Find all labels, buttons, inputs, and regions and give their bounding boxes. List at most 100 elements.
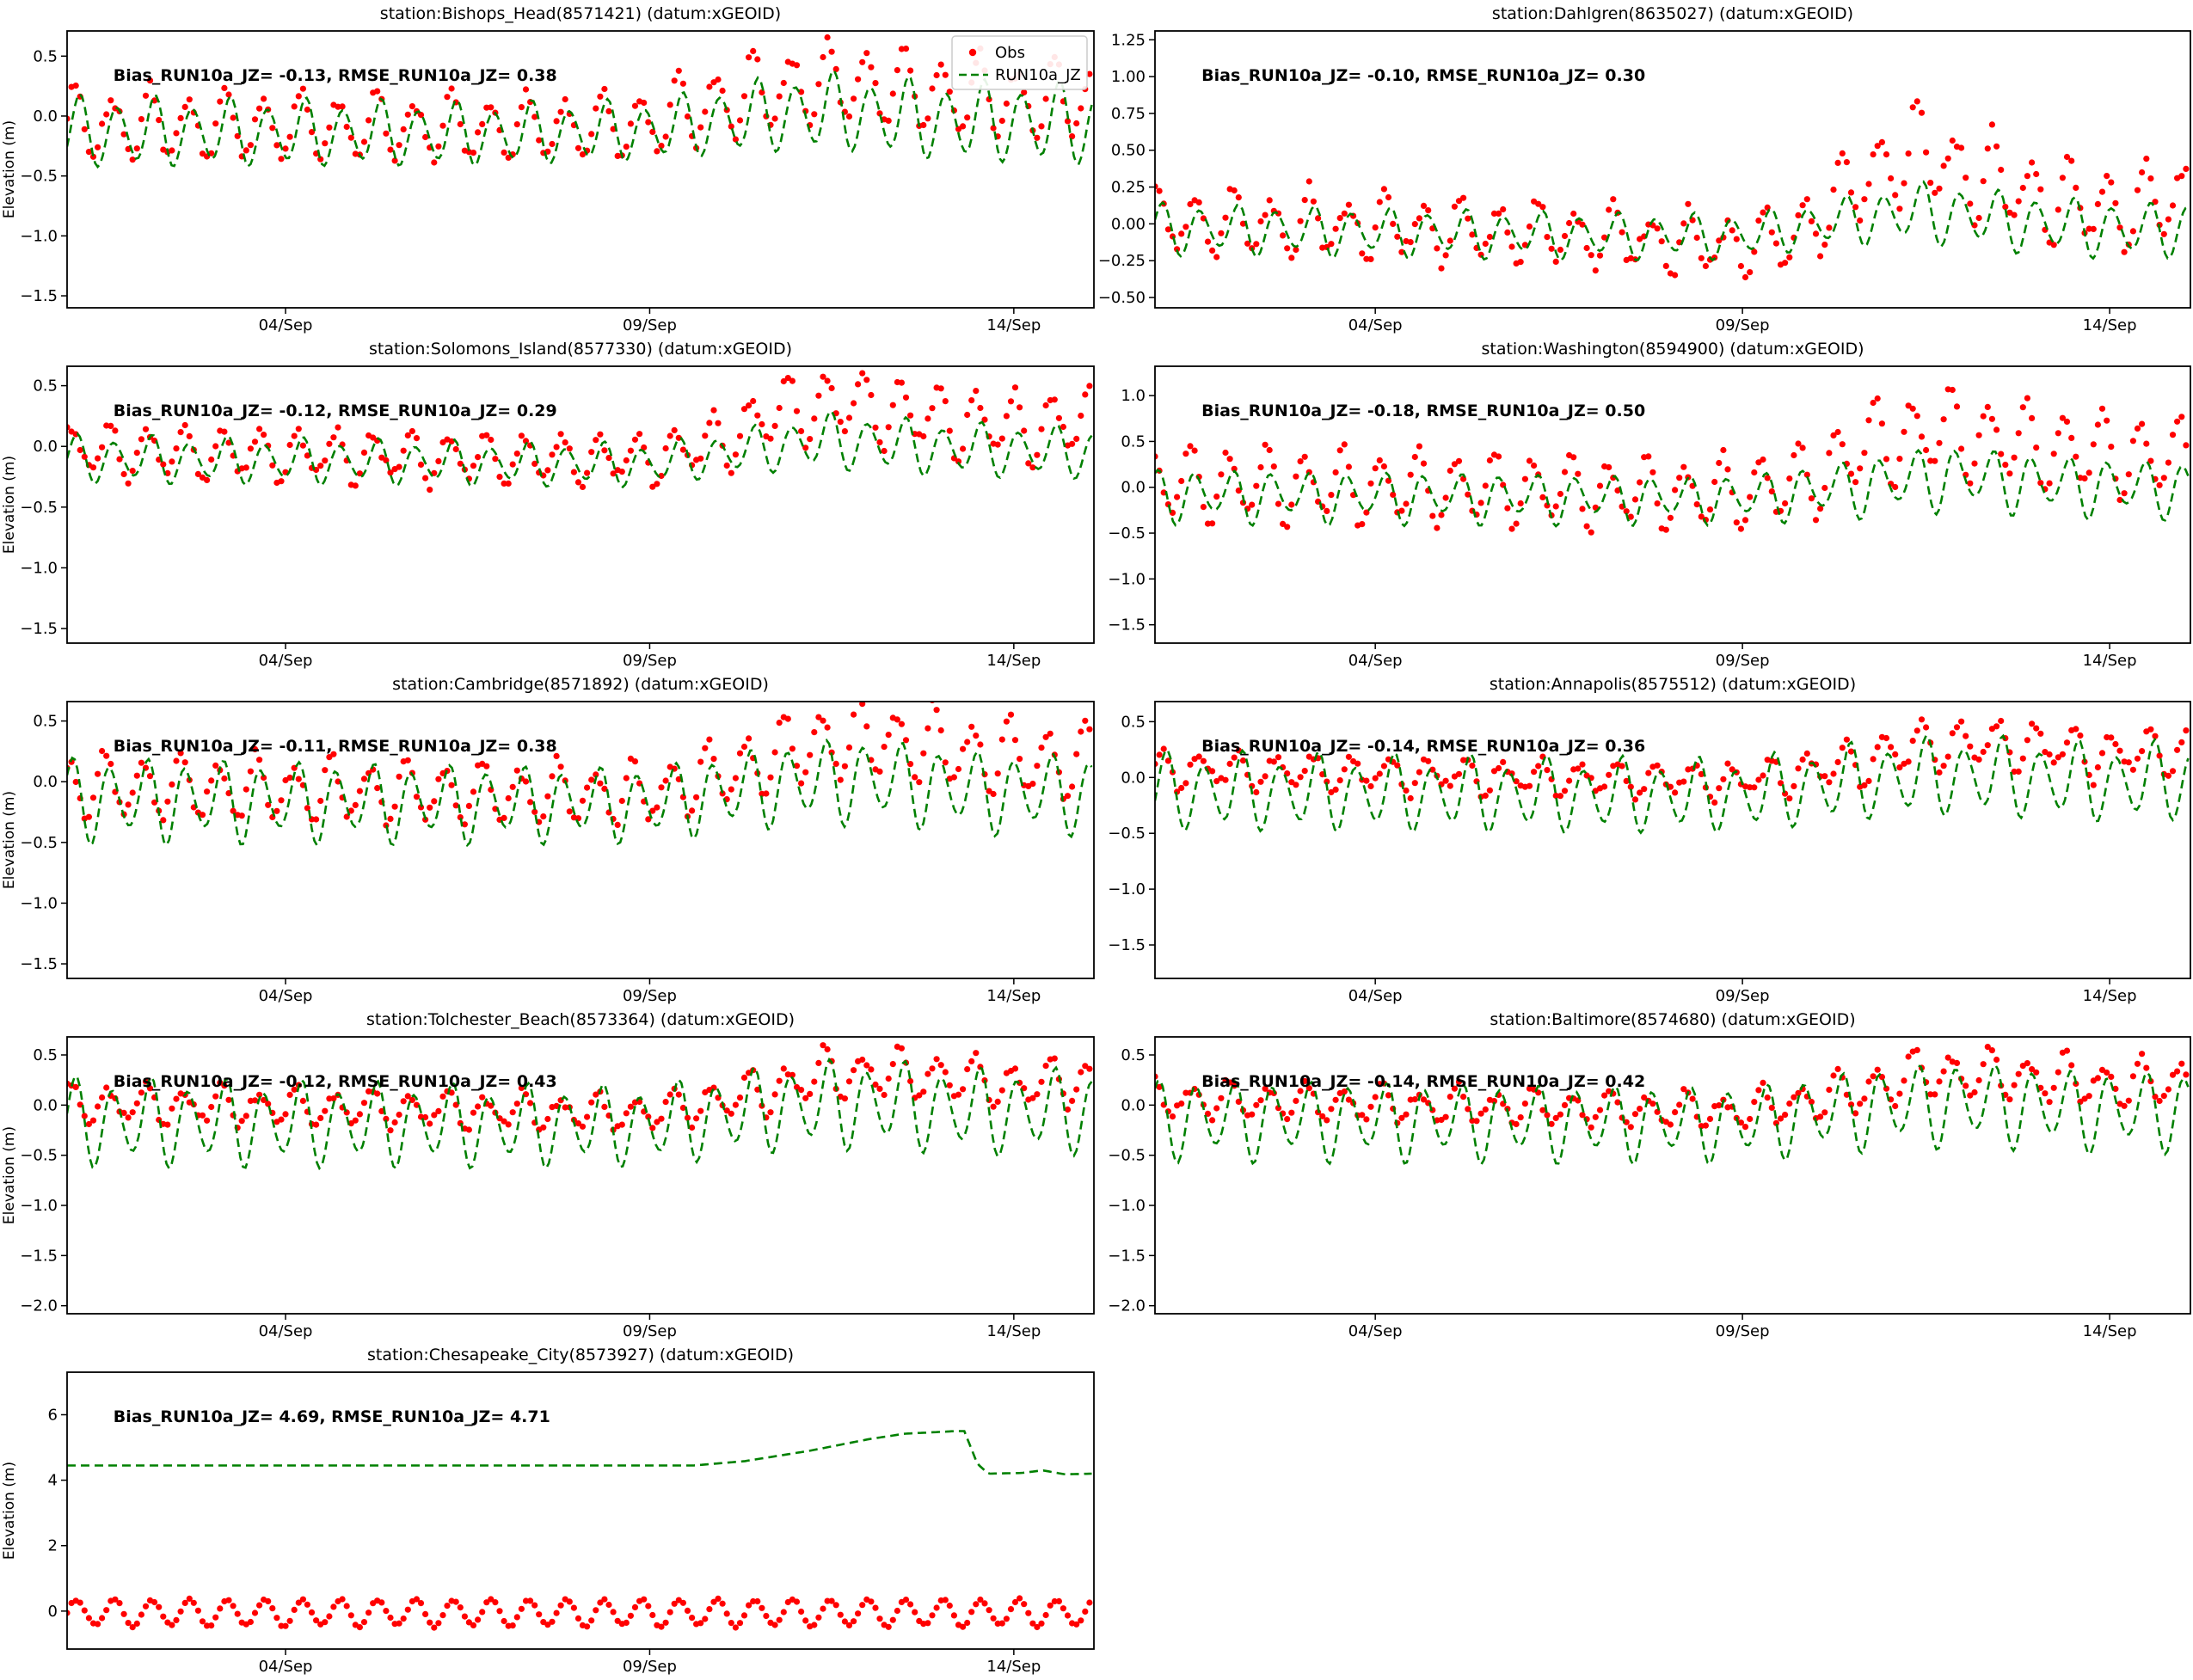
bias-rmse-annotation: Bias_RUN10a_JZ= -0.12, RMSE_RUN10a_JZ= 0… <box>114 402 557 420</box>
bias-rmse-annotation: Bias_RUN10a_JZ= -0.12, RMSE_RUN10a_JZ= 0… <box>114 1072 557 1091</box>
y-tick-label: 0 <box>48 1603 58 1621</box>
x-tick-label: 09/Sep <box>623 316 677 334</box>
x-tick-label: 14/Sep <box>986 987 1041 1005</box>
x-tick-label: 14/Sep <box>2083 987 2137 1005</box>
series-group <box>67 370 1093 494</box>
x-tick-label: 09/Sep <box>1716 316 1770 334</box>
y-axis-label: Elevation (m) <box>1 456 18 554</box>
x-tick-label: 09/Sep <box>623 987 677 1005</box>
subplot-title: station:Baltimore(8574680) (datum:xGEOID… <box>1490 1010 1855 1029</box>
subplot-svg-bishops-head: station:Bishops_Head(8571421) (datum:xGE… <box>1 4 1095 334</box>
y-tick-label: −0.5 <box>20 1147 58 1165</box>
y-tick-label: 0.5 <box>1121 1046 1146 1064</box>
model-dashed-line-series <box>1155 1063 2190 1167</box>
axes-frame <box>66 701 1095 979</box>
series-group <box>1155 1044 2190 1167</box>
y-tick-label: −1.5 <box>20 1247 58 1265</box>
y-tick-label: −1.0 <box>1108 1197 1146 1215</box>
y-tick-label: −1.5 <box>1108 936 1146 954</box>
model-dashed-line-series <box>67 409 1093 489</box>
model-dashed-line-series <box>1155 733 2190 835</box>
y-tick-label: 1.25 <box>1111 31 1146 49</box>
obs-scatter-series <box>67 370 1093 494</box>
y-tick-label: 0.5 <box>33 377 58 395</box>
y-tick-label: 0.5 <box>33 1046 58 1064</box>
subplot-title: station:Chesapeake_City(8573927) (datum:… <box>367 1346 794 1364</box>
bias-rmse-annotation: Bias_RUN10a_JZ= -0.10, RMSE_RUN10a_JZ= 0… <box>1201 66 1645 85</box>
model-dashed-line-series <box>67 1430 1092 1476</box>
x-tick-label: 14/Sep <box>2083 316 2137 334</box>
y-tick-label: 0.5 <box>1121 713 1146 731</box>
y-tick-label: 0.50 <box>1111 142 1146 160</box>
x-tick-label: 14/Sep <box>2083 652 2137 670</box>
x-tick-label: 04/Sep <box>1348 1322 1403 1340</box>
y-tick-label: 0.0 <box>33 773 58 791</box>
y-axis-label: Elevation (m) <box>1 120 18 218</box>
y-tick-label: 0.00 <box>1111 215 1146 233</box>
axes-frame <box>66 365 1095 644</box>
subplot-tolchester-beach: station:Tolchester_Beach(8573364) (datum… <box>0 1006 1096 1341</box>
axes-frame <box>1154 365 2191 644</box>
y-tick-label: 0.25 <box>1111 179 1146 197</box>
y-tick-label: −0.5 <box>20 499 58 517</box>
series-group <box>67 702 1093 848</box>
x-tick-label: 04/Sep <box>1348 987 1403 1005</box>
y-tick-label: −1.0 <box>1108 570 1146 588</box>
subplot-svg-solomons-island: station:Solomons_Island(8577330) (datum:… <box>1 340 1095 670</box>
y-tick-label: 0.0 <box>33 438 58 456</box>
y-tick-label: 6 <box>48 1406 58 1424</box>
x-tick-label: 09/Sep <box>1716 987 1770 1005</box>
x-tick-label: 04/Sep <box>259 652 313 670</box>
y-tick-label: 0.0 <box>1121 769 1146 787</box>
model-dashed-line-series <box>67 738 1093 848</box>
model-dashed-line-series <box>1155 448 2190 528</box>
y-tick-label: 0.0 <box>1121 1096 1146 1114</box>
subplot-svg-chesapeake-city: station:Chesapeake_City(8573927) (datum:… <box>1 1346 1095 1676</box>
y-tick-label: −0.5 <box>1108 825 1146 843</box>
y-tick-label: 2 <box>48 1537 58 1555</box>
y-tick-label: −2.0 <box>1108 1297 1146 1315</box>
series-group <box>1155 716 2190 835</box>
x-tick-label: 04/Sep <box>1348 652 1403 670</box>
obs-scatter-series <box>1155 1044 2190 1131</box>
subplot-title: station:Annapolis(8575512) (datum:xGEOID… <box>1490 675 1856 694</box>
subplot-bishops-head: station:Bishops_Head(8571421) (datum:xGE… <box>0 0 1096 335</box>
subplot-washington: station:Washington(8594900) (datum:xGEOI… <box>1096 335 2193 671</box>
y-tick-label: −0.25 <box>1098 252 1146 270</box>
model-dashed-line-series <box>1155 180 2189 262</box>
subplot-title: station:Bishops_Head(8571421) (datum:xGE… <box>380 4 781 23</box>
axes-frame <box>1154 701 2191 979</box>
legend-obs-dot-swatch <box>968 48 977 57</box>
y-tick-label: −1.5 <box>20 287 58 305</box>
subplot-baltimore: station:Baltimore(8574680) (datum:xGEOID… <box>1096 1006 2193 1341</box>
y-tick-label: −1.5 <box>1108 616 1146 635</box>
subplot-cambridge: station:Cambridge(8571892) (datum:xGEOID… <box>0 671 1096 1006</box>
subplot-svg-dahlgren: station:Dahlgren(8635027) (datum:xGEOID)… <box>1098 4 2191 334</box>
x-tick-label: 09/Sep <box>1716 1322 1770 1340</box>
x-tick-label: 04/Sep <box>259 1658 313 1676</box>
y-tick-label: 0.5 <box>33 713 58 731</box>
subplot-annapolis: station:Annapolis(8575512) (datum:xGEOID… <box>1096 671 2193 1006</box>
y-tick-label: 0.0 <box>33 107 58 126</box>
subplot-solomons-island: station:Solomons_Island(8577330) (datum:… <box>0 335 1096 671</box>
y-tick-label: −2.0 <box>20 1297 58 1315</box>
bias-rmse-annotation: Bias_RUN10a_JZ= -0.18, RMSE_RUN10a_JZ= 0… <box>1201 402 1645 420</box>
subplot-title: station:Washington(8594900) (datum:xGEOI… <box>1481 340 1864 359</box>
y-tick-label: 0.5 <box>33 47 58 65</box>
model-dashed-line-series <box>67 69 1093 169</box>
x-tick-label: 09/Sep <box>623 1322 677 1340</box>
axes-frame <box>1154 30 2191 309</box>
y-tick-label: −1.0 <box>20 227 58 245</box>
x-tick-label: 04/Sep <box>1348 316 1403 334</box>
x-tick-label: 09/Sep <box>623 652 677 670</box>
y-tick-label: −1.5 <box>20 955 58 973</box>
y-tick-label: −1.0 <box>20 894 58 912</box>
axes-frame <box>66 1036 1095 1315</box>
x-tick-label: 14/Sep <box>2083 1322 2137 1340</box>
y-tick-label: 1.00 <box>1111 68 1146 86</box>
y-tick-label: 0.75 <box>1111 105 1146 123</box>
y-tick-label: −0.5 <box>20 168 58 186</box>
x-tick-label: 14/Sep <box>986 652 1041 670</box>
legend-obs-label: Obs <box>995 44 1025 62</box>
subplot-title: station:Dahlgren(8635027) (datum:xGEOID) <box>1492 4 1853 23</box>
